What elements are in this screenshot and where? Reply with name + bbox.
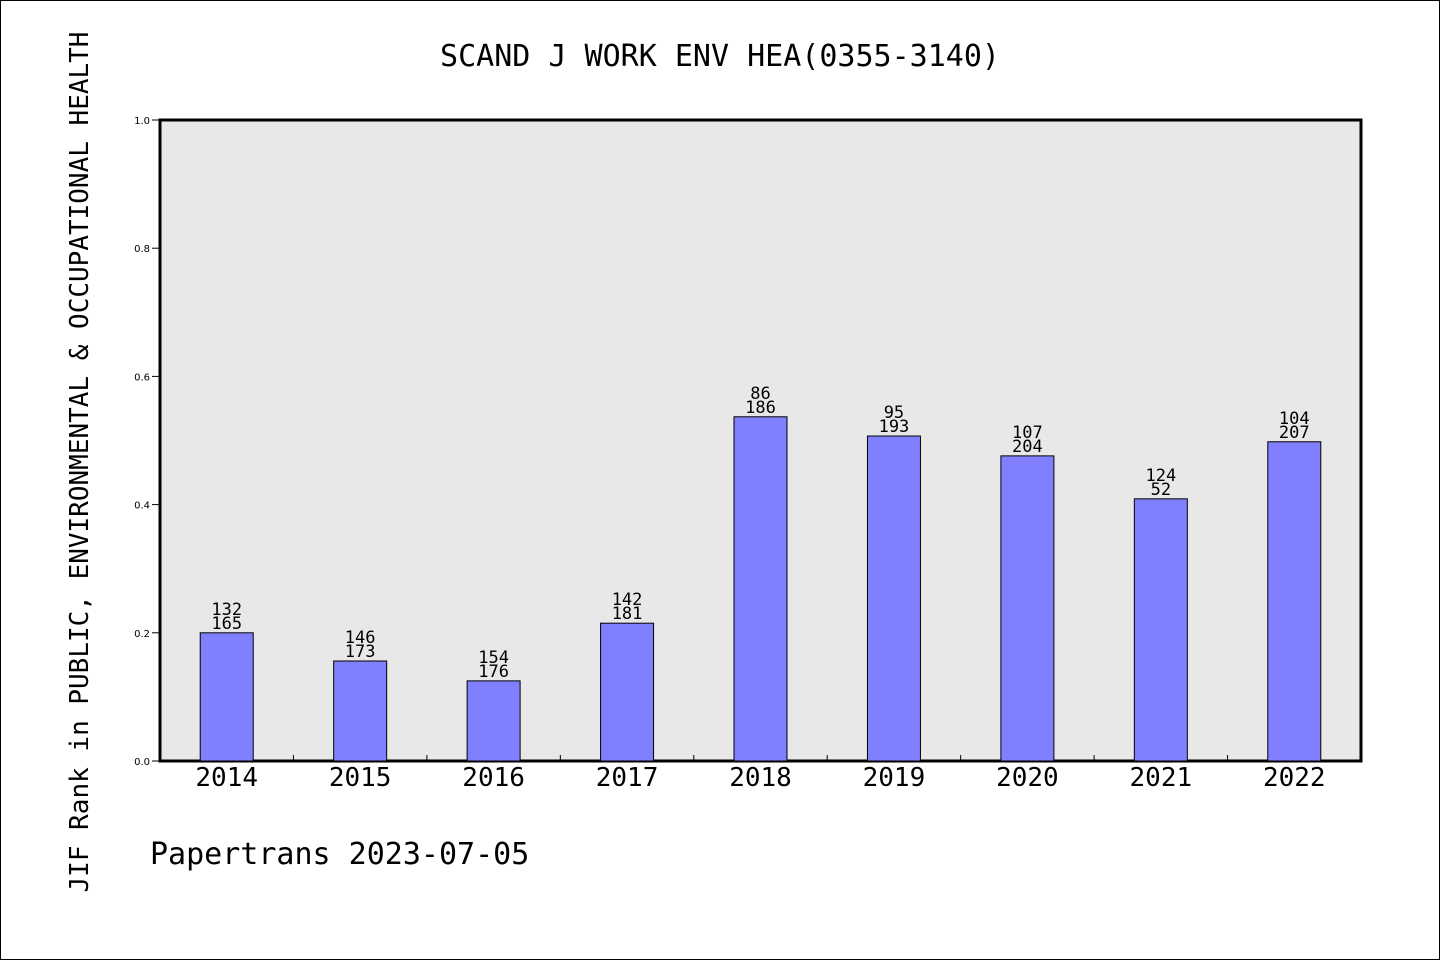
y-tick-label: 0.8	[134, 244, 150, 255]
bar	[466, 680, 521, 762]
bar	[199, 632, 254, 762]
y-tick-label: 0.6	[134, 372, 150, 383]
x-tick-label: 2014	[195, 763, 258, 793]
bar-total-label: 186	[745, 398, 776, 418]
bar-rank-label: 124	[1145, 466, 1176, 486]
x-tick-label: 2015	[329, 763, 392, 793]
bar-rank-label: 142	[612, 590, 643, 610]
bar	[866, 435, 921, 762]
x-tick-label: 2021	[1130, 763, 1193, 793]
bar	[333, 660, 388, 762]
bar	[733, 416, 788, 762]
x-axis: 2014 2015 2016 2017 2018 2019 2020 2021 2022	[195, 755, 1326, 793]
bar-total-label: 181	[612, 604, 643, 624]
bar-rank-label: 104	[1279, 409, 1310, 429]
bar-rank-label: 107	[1012, 423, 1043, 443]
x-tick-label: 2018	[729, 763, 792, 793]
bar-total-label: 193	[879, 417, 910, 437]
bar-rank-label: 132	[211, 600, 242, 620]
bar-rank-label: 154	[478, 648, 509, 668]
bar	[1000, 455, 1055, 762]
bar-rank-label: 95	[884, 403, 904, 423]
x-tick-label: 2022	[1263, 763, 1326, 793]
bar-rank-label: 86	[750, 384, 770, 404]
x-tick-label: 2016	[462, 763, 525, 793]
y-tick-label: 0.0	[134, 757, 150, 768]
chart-title: SCAND J WORK ENV HEA(0355-3140)	[440, 39, 1000, 74]
y-axis-label: JIF Rank in PUBLIC, ENVIRONMENTAL & OCCU…	[65, 32, 95, 893]
bar-total-label: 173	[345, 642, 376, 662]
y-tick-label: 1.0	[134, 116, 150, 127]
footer-text: Papertrans 2023-07-05	[150, 837, 529, 872]
bar	[1267, 441, 1322, 762]
bar-total-label: 52	[1151, 480, 1171, 500]
x-tick-label: 2020	[996, 763, 1059, 793]
x-tick-label: 2019	[863, 763, 926, 793]
x-tick-label: 2017	[596, 763, 659, 793]
bar-total-label: 165	[211, 614, 242, 634]
bar-total-label: 204	[1012, 437, 1043, 457]
bar-rank-label: 146	[345, 628, 376, 648]
bar-total-label: 176	[478, 662, 509, 682]
bar	[1133, 498, 1188, 762]
y-tick-label: 0.2	[134, 629, 150, 640]
bar-total-label: 207	[1279, 423, 1310, 443]
y-axis: 0.0 0.2 0.4 0.6 0.8 1.0	[134, 116, 160, 768]
bar	[600, 622, 655, 762]
y-tick-label: 0.4	[134, 501, 150, 512]
